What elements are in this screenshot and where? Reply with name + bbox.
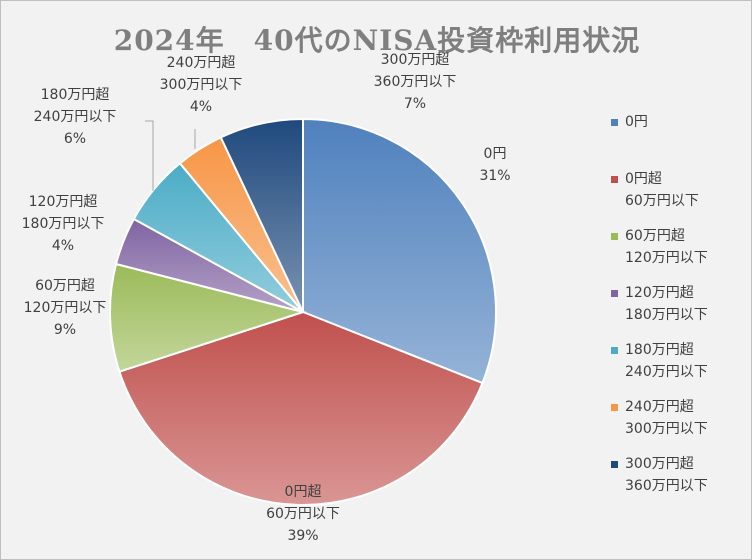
data-label-1: 0円超 60万円以下 39% bbox=[266, 484, 340, 544]
legend-swatch-6 bbox=[611, 461, 618, 468]
legend-swatch-2 bbox=[611, 233, 618, 240]
legend-label-0: 0円 bbox=[625, 114, 648, 130]
legend-swatch-1 bbox=[611, 176, 618, 183]
pie-slice-2 bbox=[109, 262, 307, 373]
data-labels: 0円 31% 0円超 60万円以下 39% 60万円超 120万円以下 9% 120万円超 180… bbox=[22, 52, 511, 544]
leader-line-4 bbox=[145, 120, 154, 191]
pie-slice-6 bbox=[219, 117, 304, 313]
legend-label-2: 60万円超 120万円以下 bbox=[625, 228, 708, 266]
data-label-2: 60万円超 120万円以下 9% bbox=[24, 278, 107, 338]
legend-label-4: 180万円超 240万円以下 bbox=[625, 342, 708, 380]
data-label-4: 180万円超 240万円以下 6% bbox=[34, 87, 117, 147]
legend-swatch-4 bbox=[611, 347, 618, 354]
pie-slice-0 bbox=[302, 117, 497, 385]
data-label-5: 240万円超 300万円以下 4% bbox=[160, 55, 243, 115]
data-label-3: 120万円超 180万円以下 4% bbox=[22, 194, 105, 254]
legend-label-5: 240万円超 300万円以下 bbox=[625, 399, 708, 437]
data-label-0: 0円 31% bbox=[479, 146, 510, 184]
chart-title: 2024年 40代のNISA投資枠利用状況 bbox=[113, 24, 641, 57]
legend-swatch-3 bbox=[611, 290, 618, 297]
data-label-6: 300万円超 360万円以下 7% bbox=[374, 52, 457, 112]
leader-lines bbox=[145, 120, 196, 191]
legend-label-6: 300万円超 360万円以下 bbox=[625, 456, 708, 494]
legend-label-3: 120万円超 180万円以下 bbox=[625, 285, 708, 323]
pie-slice-1 bbox=[118, 310, 484, 506]
legend-swatch-0 bbox=[611, 119, 618, 126]
pie-slices bbox=[109, 117, 497, 506]
legend-label-1: 0円超 60万円以下 bbox=[625, 171, 699, 209]
legend-swatch-5 bbox=[611, 404, 618, 411]
